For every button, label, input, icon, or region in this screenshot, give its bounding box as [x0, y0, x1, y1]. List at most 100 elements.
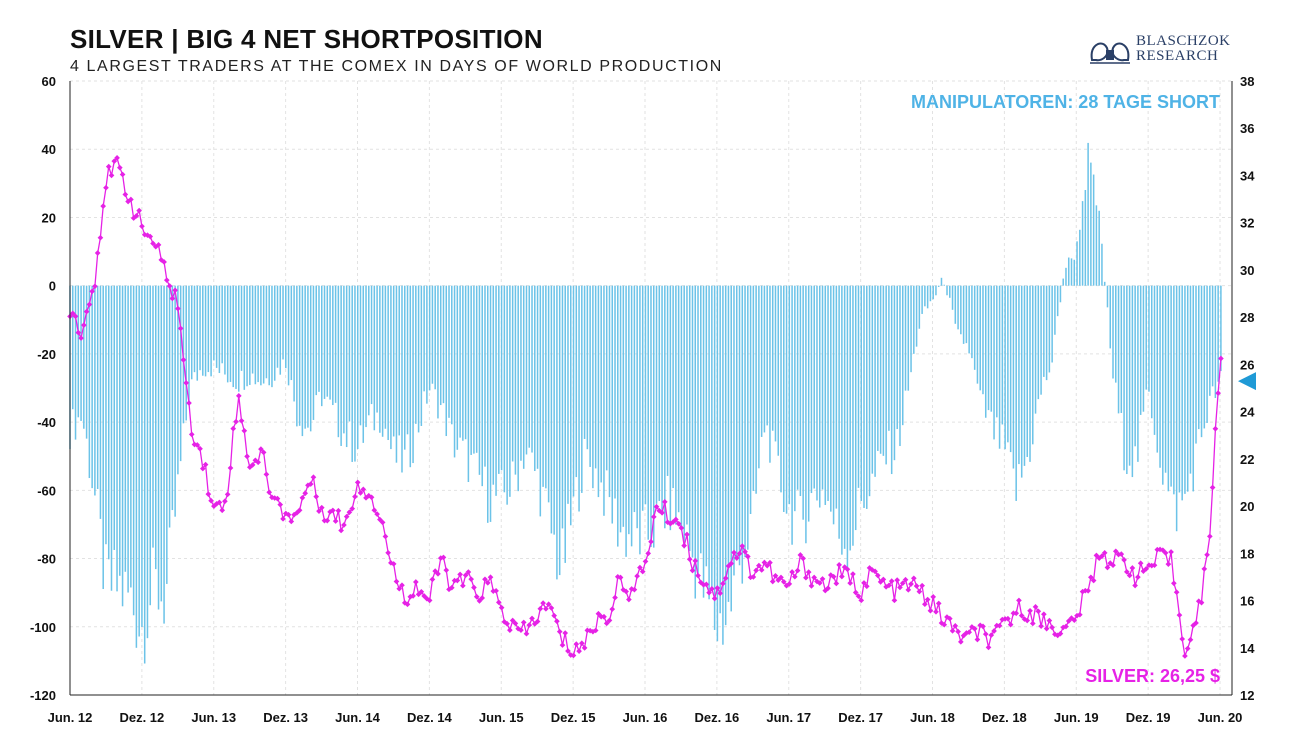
bar	[481, 285, 483, 487]
y-right-tick-label: 28	[1240, 310, 1254, 325]
bar	[553, 285, 555, 535]
bar	[365, 285, 367, 428]
bar	[1032, 285, 1034, 445]
line-point	[307, 481, 314, 487]
line-point	[180, 357, 187, 363]
line-point	[97, 234, 104, 241]
bar	[821, 285, 824, 490]
line-point	[385, 549, 391, 556]
bar	[1070, 258, 1073, 286]
line-point	[230, 425, 237, 432]
line-point	[653, 503, 660, 510]
line-point	[1027, 607, 1033, 614]
bar	[608, 285, 611, 498]
line-point	[634, 573, 640, 579]
bar	[141, 285, 143, 628]
bar	[935, 285, 937, 296]
line-point	[576, 648, 582, 654]
bar	[694, 285, 697, 599]
line-series	[67, 155, 1224, 659]
line-point	[916, 588, 923, 595]
line-point	[382, 533, 389, 540]
x-tick-label: Dez. 13	[263, 710, 308, 725]
line-point	[216, 499, 223, 506]
line-point	[150, 240, 156, 247]
line-point	[172, 287, 178, 294]
bar	[777, 285, 780, 456]
line-point	[811, 574, 818, 581]
line-point	[924, 596, 931, 603]
bar	[124, 285, 127, 572]
bar	[1043, 285, 1045, 377]
bar	[362, 285, 365, 443]
line-point	[603, 620, 610, 627]
bar	[229, 285, 232, 382]
bar	[1045, 285, 1048, 381]
line-point	[612, 594, 618, 601]
bar	[1109, 285, 1112, 349]
bar	[428, 285, 431, 391]
line-point	[105, 163, 112, 170]
line-point	[728, 560, 735, 567]
bar	[130, 285, 132, 588]
line-point	[147, 233, 154, 240]
bar	[345, 285, 348, 448]
line-point	[955, 628, 961, 635]
bar	[190, 285, 193, 380]
line-point	[285, 511, 292, 518]
line-point	[689, 567, 696, 574]
bar	[1079, 229, 1081, 286]
bar	[431, 285, 434, 384]
bar	[688, 285, 691, 552]
bar	[146, 285, 149, 639]
bar	[467, 285, 470, 482]
line-point	[75, 329, 82, 336]
bar	[329, 285, 331, 400]
line-point	[982, 631, 989, 637]
bar	[617, 285, 619, 547]
bar	[852, 285, 854, 546]
line-point	[1121, 557, 1127, 563]
bar	[871, 285, 874, 474]
line-point	[686, 556, 693, 563]
bar	[960, 285, 962, 335]
line-point	[1038, 623, 1044, 629]
bar	[536, 285, 539, 469]
bar	[157, 285, 160, 610]
line-point	[1137, 560, 1144, 567]
x-tick-label: Jun. 20	[1198, 710, 1243, 725]
bar	[705, 285, 708, 567]
bar	[326, 285, 329, 397]
bar	[625, 285, 627, 557]
line-point	[1162, 550, 1169, 556]
bar	[722, 285, 724, 645]
bar	[268, 285, 270, 386]
bar	[517, 285, 519, 492]
bar	[80, 285, 82, 421]
bar	[1081, 201, 1084, 286]
bar	[1048, 285, 1051, 373]
line-point	[1165, 561, 1172, 567]
line-point	[1049, 624, 1055, 631]
x-tick-label: Jun. 14	[335, 710, 381, 725]
bar	[1200, 285, 1203, 438]
bar	[600, 285, 602, 483]
line-point	[1176, 612, 1183, 618]
line-point	[224, 491, 231, 498]
bar	[348, 285, 351, 422]
x-tick-label: Dez. 16	[694, 710, 739, 725]
bar	[763, 285, 766, 433]
line-point	[352, 493, 358, 500]
bar	[138, 285, 140, 637]
bar	[298, 285, 301, 426]
bar	[406, 285, 409, 435]
bar	[1159, 285, 1161, 468]
line-point	[601, 613, 607, 620]
bar	[1112, 285, 1114, 379]
line-point	[899, 580, 906, 587]
line-point	[554, 618, 560, 625]
bar	[1054, 285, 1056, 335]
line-point	[935, 600, 942, 607]
bar	[506, 285, 508, 505]
bar	[926, 285, 929, 309]
